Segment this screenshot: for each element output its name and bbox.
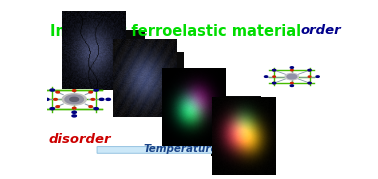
Circle shape bbox=[56, 106, 59, 107]
Circle shape bbox=[287, 74, 297, 79]
Circle shape bbox=[308, 69, 311, 71]
Circle shape bbox=[291, 70, 293, 71]
Circle shape bbox=[273, 82, 276, 84]
Circle shape bbox=[273, 70, 276, 71]
Circle shape bbox=[308, 82, 311, 84]
Circle shape bbox=[316, 76, 319, 77]
Circle shape bbox=[65, 95, 84, 104]
Circle shape bbox=[54, 98, 57, 100]
Bar bbox=[173, 74, 222, 134]
Circle shape bbox=[308, 83, 311, 84]
Text: Temperature: Temperature bbox=[143, 144, 218, 154]
Circle shape bbox=[72, 111, 76, 113]
Bar bbox=[96, 30, 145, 90]
Circle shape bbox=[45, 98, 49, 100]
Circle shape bbox=[285, 73, 299, 80]
Circle shape bbox=[50, 108, 54, 110]
Text: order: order bbox=[301, 24, 341, 37]
Circle shape bbox=[72, 82, 76, 84]
Circle shape bbox=[89, 106, 93, 107]
Circle shape bbox=[291, 83, 293, 84]
Circle shape bbox=[72, 85, 76, 88]
Circle shape bbox=[70, 97, 79, 101]
Circle shape bbox=[73, 107, 76, 109]
Circle shape bbox=[50, 89, 54, 91]
Circle shape bbox=[273, 83, 276, 84]
Circle shape bbox=[290, 85, 293, 86]
Circle shape bbox=[290, 67, 293, 68]
Circle shape bbox=[106, 98, 110, 100]
Text: disorder: disorder bbox=[49, 133, 111, 146]
Circle shape bbox=[91, 98, 94, 100]
Circle shape bbox=[89, 91, 93, 93]
Circle shape bbox=[73, 90, 76, 91]
Circle shape bbox=[273, 76, 276, 77]
Circle shape bbox=[94, 89, 98, 91]
Circle shape bbox=[99, 98, 104, 100]
Bar bbox=[135, 52, 184, 112]
Circle shape bbox=[62, 94, 86, 105]
Circle shape bbox=[273, 69, 276, 71]
Circle shape bbox=[72, 115, 76, 117]
Circle shape bbox=[265, 76, 268, 77]
FancyArrow shape bbox=[97, 144, 276, 156]
Circle shape bbox=[94, 108, 98, 110]
Circle shape bbox=[308, 70, 311, 71]
Circle shape bbox=[308, 76, 311, 77]
Bar bbox=[211, 96, 260, 156]
Text: Improper ferroelastic material: Improper ferroelastic material bbox=[50, 24, 301, 38]
Circle shape bbox=[56, 91, 59, 93]
